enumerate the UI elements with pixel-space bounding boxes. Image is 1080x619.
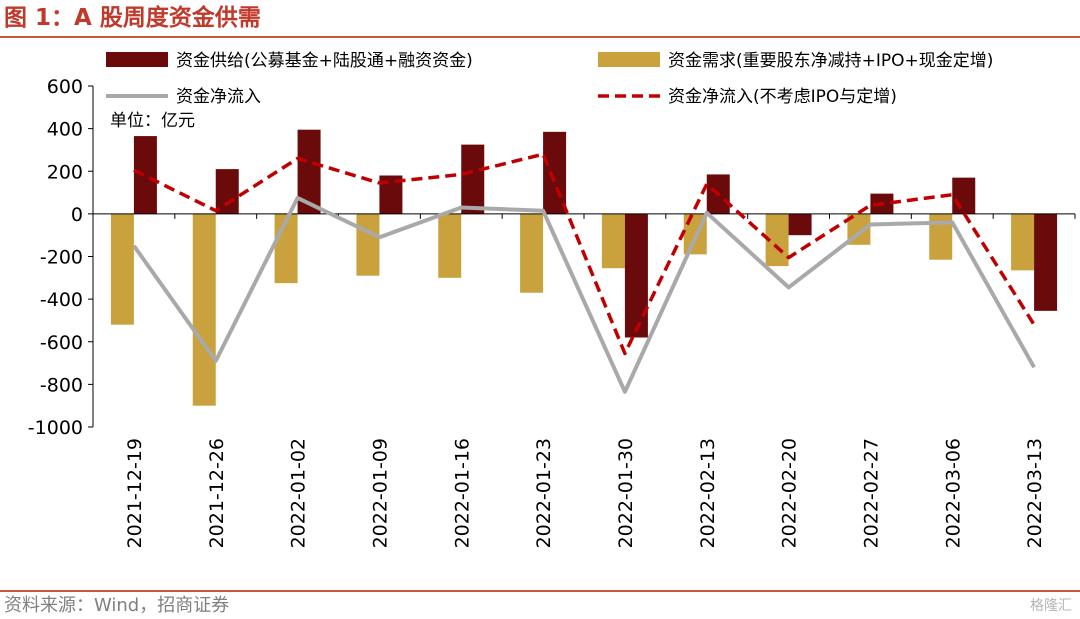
demand-bar: [765, 213, 789, 267]
supply-bar: [461, 144, 485, 214]
unit-label: 单位：亿元: [110, 111, 195, 131]
watermark: 格隆汇: [1030, 598, 1072, 614]
x-tick-label: 2022-01-09: [369, 438, 391, 548]
supply-bar: [379, 175, 403, 214]
net-inflow-ex-ipo-line: [133, 152, 1036, 356]
x-tick-label: 2022-01-23: [533, 438, 555, 548]
bottom-rule: [0, 590, 1080, 592]
top-rule: [0, 36, 1080, 38]
chart: 600 400 200 0 -200 -400 -600 -800 -1000 2021-12-1…: [28, 51, 1076, 548]
y-tick-label: 0: [71, 204, 83, 226]
supply-bar: [788, 213, 812, 236]
y-tick-label: -1000: [28, 417, 83, 439]
x-tick-label: 2021-12-26: [206, 438, 228, 548]
net-inflow-line: [132, 195, 1036, 394]
x-tick-label: 2022-03-13: [1024, 438, 1046, 548]
legend-label-supply: 资金供给(公募基金+陆股通+融资资金): [176, 51, 473, 71]
supply-bar: [215, 169, 239, 214]
y-tick-label: 600: [47, 76, 83, 98]
supply-bar: [1034, 213, 1058, 311]
y-tick-label: -400: [40, 289, 83, 311]
x-tick-label: 2022-03-06: [942, 438, 964, 548]
supply-bar: [952, 177, 976, 214]
supply-bar: [624, 213, 648, 338]
demand-bar: [929, 213, 953, 260]
legend-swatch-supply: [106, 52, 168, 67]
demand-bar: [438, 213, 462, 278]
demand-bar: [192, 213, 216, 406]
x-tick-label: 2022-01-02: [288, 438, 310, 548]
supply-bar: [133, 136, 157, 214]
demand-bar: [356, 213, 380, 276]
x-tick-label: 2022-01-30: [615, 438, 637, 548]
demand-bar: [1011, 213, 1035, 271]
demand-bar: [601, 213, 625, 269]
demand-bar: [110, 213, 134, 325]
legend-label-demand: 资金需求(重要股东净减持+IPO+现金定增): [668, 51, 993, 71]
legend-swatch-demand: [598, 52, 660, 67]
x-tick-label: 2022-01-16: [451, 438, 473, 548]
x-tick-label: 2022-02-27: [860, 438, 882, 548]
legend-label-net: 资金净流入: [176, 87, 261, 107]
legend-label-net-ex: 资金净流入(不考虑IPO与定增): [668, 87, 897, 107]
y-tick-label: 200: [47, 161, 83, 183]
supply-bar: [297, 129, 321, 214]
figure-title: 图 1：A 股周度资金供需: [4, 5, 261, 31]
x-tick-label: 2022-02-20: [779, 438, 801, 548]
y-tick-label: -800: [40, 374, 83, 396]
x-tick-label: 2022-02-13: [697, 438, 719, 548]
demand-bar: [520, 213, 544, 293]
y-tick-label: -200: [40, 247, 83, 269]
source-note: 资料来源：Wind，招商证券: [4, 595, 230, 616]
x-tick-label: 2021-12-19: [124, 438, 146, 548]
y-tick-label: 400: [47, 119, 83, 141]
supply-bar: [543, 131, 567, 214]
y-tick-label: -600: [40, 332, 83, 354]
